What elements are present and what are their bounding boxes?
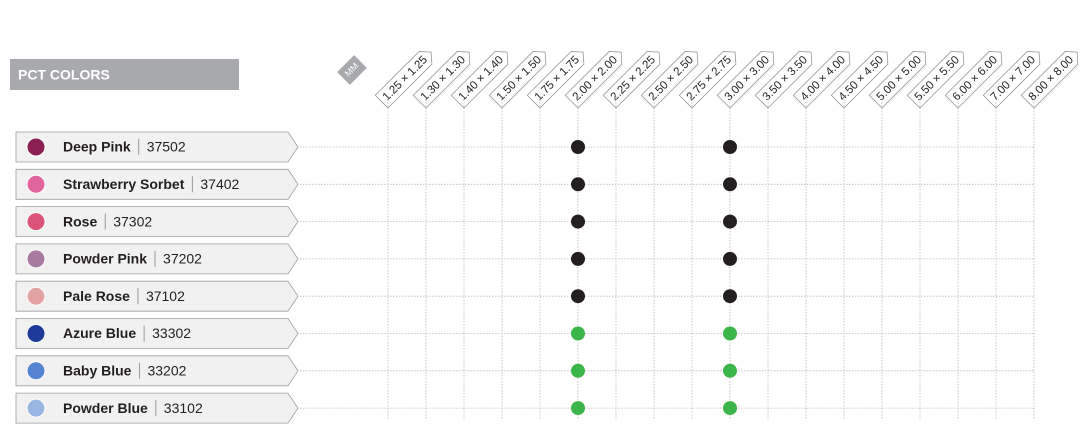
color-name: Rose — [63, 213, 97, 229]
row-label-box — [16, 393, 298, 423]
availability-dot — [571, 215, 585, 229]
availability-dot — [723, 364, 737, 378]
color-code: 37502 — [147, 139, 186, 155]
swatch — [27, 138, 45, 156]
availability-dot — [723, 252, 737, 266]
color-code: 33202 — [147, 363, 186, 379]
availability-dot — [571, 252, 585, 266]
color-code: 37202 — [163, 251, 202, 267]
availability-dot — [571, 401, 585, 415]
color-name: Pale Rose — [63, 288, 130, 304]
unit-badge: MM — [337, 55, 367, 85]
row-label-box — [16, 207, 298, 237]
availability-dot — [571, 177, 585, 191]
availability-dot — [571, 140, 585, 154]
availability-dot — [723, 140, 737, 154]
row-label-box — [16, 244, 298, 274]
color-name: Baby Blue — [63, 363, 132, 379]
color-name: Strawberry Sorbet — [63, 176, 185, 192]
color-code: 37302 — [113, 213, 152, 229]
swatch — [27, 250, 45, 268]
color-name: Powder Blue — [63, 400, 148, 416]
availability-dot — [571, 289, 585, 303]
availability-dot — [571, 327, 585, 341]
swatch — [27, 362, 45, 380]
color-code: 33302 — [152, 325, 191, 341]
color-code: 33102 — [164, 400, 203, 416]
header-title: PCT COLORS — [18, 67, 110, 83]
color-code: 37102 — [146, 288, 185, 304]
swatch — [27, 287, 45, 305]
swatch — [27, 325, 45, 343]
availability-dot — [723, 327, 737, 341]
availability-dot — [723, 289, 737, 303]
swatch — [27, 175, 45, 193]
color-name: Powder Pink — [63, 251, 147, 267]
swatch — [27, 213, 45, 231]
swatch — [27, 399, 45, 417]
availability-dot — [723, 215, 737, 229]
color-name: Azure Blue — [63, 325, 136, 341]
availability-dot — [571, 364, 585, 378]
availability-dot — [723, 177, 737, 191]
availability-chart: PCT COLORS MM 1.25 × 1.251.30 × 1.301.40… — [0, 0, 1085, 428]
color-name: Deep Pink — [63, 139, 131, 155]
color-code: 37402 — [200, 176, 239, 192]
availability-dot — [723, 401, 737, 415]
